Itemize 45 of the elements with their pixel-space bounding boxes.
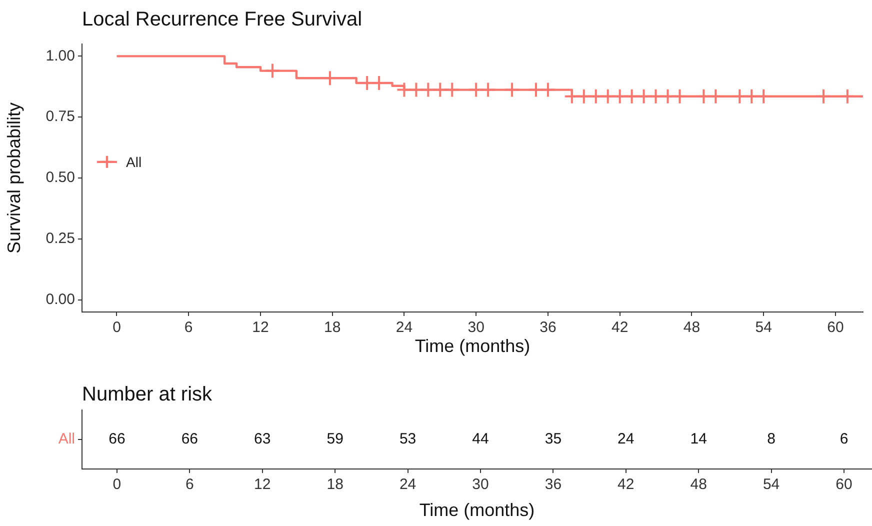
- x-tick-label: 0: [112, 319, 121, 336]
- chart-title: Number at risk: [82, 384, 214, 406]
- x-tick-label: 6: [184, 319, 193, 336]
- data-label: 8: [767, 430, 776, 448]
- x-axis-title: Time (months): [419, 500, 535, 520]
- x-tick-label: 36: [544, 476, 562, 494]
- x-axis-title: Time (months): [414, 336, 530, 356]
- x-tick-label: 42: [611, 319, 628, 336]
- x-tick-label: 18: [326, 476, 344, 494]
- x-tick-label: 24: [396, 319, 413, 336]
- data-label: 6: [840, 430, 848, 448]
- y-tick-label: 0.00: [46, 290, 75, 308]
- y-tick-label: 1.00: [46, 47, 75, 64]
- data-label: 35: [544, 430, 562, 448]
- y-tick-label: 0.75: [46, 108, 75, 126]
- data-label: 63: [254, 430, 271, 448]
- x-tick-label: 24: [399, 476, 416, 494]
- y-tick-label: 0.50: [46, 169, 75, 186]
- data-label: 66: [108, 430, 126, 448]
- x-tick-label: 42: [618, 476, 634, 494]
- x-tick-label: 6: [186, 476, 194, 494]
- x-tick-label: 30: [468, 319, 484, 336]
- y-axis-title: Survival probability: [4, 102, 24, 254]
- y-tick-label: All: [58, 430, 75, 448]
- chart-title: Local Recurrence Free Survival: [82, 8, 362, 31]
- x-tick-label: 54: [762, 476, 780, 494]
- x-tick-label: 36: [540, 319, 556, 336]
- x-tick-label: 0: [112, 476, 122, 494]
- x-tick-label: 48: [683, 319, 700, 336]
- x-tick-label: 60: [836, 476, 852, 494]
- data-label: 59: [326, 430, 344, 448]
- data-label: 44: [472, 430, 489, 448]
- data-label: 53: [399, 430, 416, 448]
- x-tick-label: 12: [254, 476, 271, 494]
- data-label: 14: [690, 430, 707, 448]
- legend-label: All: [126, 154, 142, 170]
- x-tick-label: 48: [690, 476, 707, 494]
- x-tick-label: 18: [324, 319, 341, 336]
- data-label: 66: [181, 430, 198, 448]
- data-label: 24: [618, 430, 634, 448]
- x-tick-label: 60: [827, 319, 844, 336]
- x-tick-label: 54: [755, 319, 772, 336]
- y-tick-label: 0.25: [46, 230, 75, 248]
- x-tick-label: 12: [252, 319, 269, 336]
- x-tick-label: 30: [472, 476, 489, 494]
